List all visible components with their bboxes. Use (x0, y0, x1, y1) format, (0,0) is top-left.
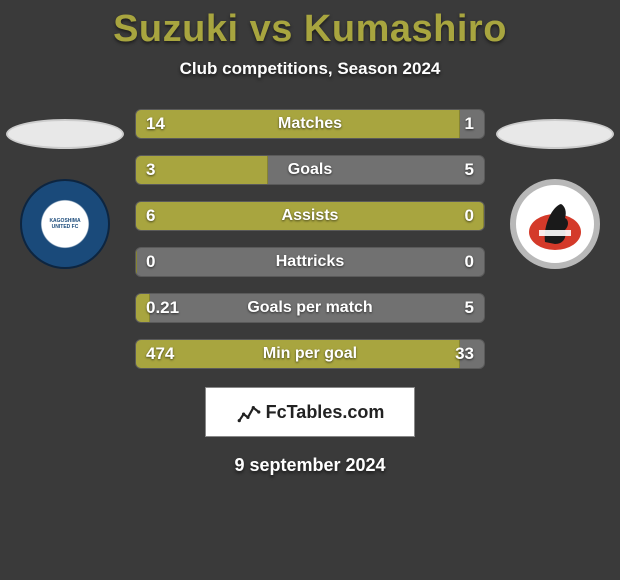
player-silhouette-icon (6, 119, 124, 149)
right-player-col (495, 109, 615, 269)
stat-right-value: 0 (465, 202, 474, 230)
stat-bar: 0.21Goals per match5 (135, 293, 485, 323)
stat-label: Goals (136, 156, 484, 184)
stat-right-value: 1 (465, 110, 474, 138)
right-team-badge (510, 179, 600, 269)
stat-label: Matches (136, 110, 484, 138)
stat-label: Goals per match (136, 294, 484, 322)
stat-right-value: 33 (455, 340, 474, 368)
player-silhouette-icon (496, 119, 614, 149)
left-team-badge-label: KAGOSHIMA UNITED FC (48, 207, 82, 241)
stat-label: Assists (136, 202, 484, 230)
date-label: 9 september 2024 (0, 455, 620, 476)
page-title: Suzuki vs Kumashiro (0, 0, 620, 51)
stat-label: Min per goal (136, 340, 484, 368)
left-player-col: KAGOSHIMA UNITED FC (5, 109, 125, 269)
stat-bar: 6Assists0 (135, 201, 485, 231)
stat-right-value: 5 (465, 156, 474, 184)
horse-icon (525, 194, 585, 254)
stat-bar: 0Hattricks0 (135, 247, 485, 277)
stat-label: Hattricks (136, 248, 484, 276)
stat-bar: 3Goals5 (135, 155, 485, 185)
stat-right-value: 5 (465, 294, 474, 322)
brand-attribution[interactable]: FcTables.com (205, 387, 415, 437)
stat-right-value: 0 (465, 248, 474, 276)
stat-bar: 14Matches1 (135, 109, 485, 139)
left-team-badge: KAGOSHIMA UNITED FC (20, 179, 110, 269)
brand-text: FcTables.com (266, 402, 385, 423)
comparison-row: KAGOSHIMA UNITED FC 14Matches1 3Goals5 6As… (0, 109, 620, 369)
chart-icon (236, 399, 262, 425)
stat-bar: 474Min per goal33 (135, 339, 485, 369)
stat-bars: 14Matches13Goals56Assists00Hattricks00.2… (135, 109, 485, 369)
page-subtitle: Club competitions, Season 2024 (0, 59, 620, 79)
